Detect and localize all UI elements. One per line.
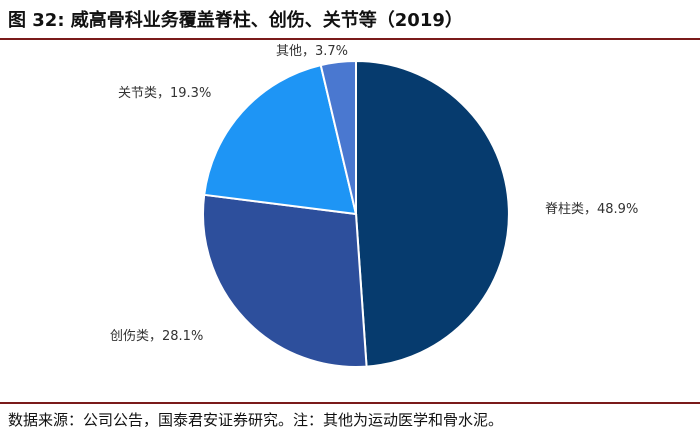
source-divider	[0, 402, 700, 404]
slice-label-2: 创伤类，28.1%	[110, 329, 203, 344]
slice-label-3: 关节类，19.3%	[118, 86, 211, 101]
slice-label-4: 其他，3.7%	[276, 44, 348, 59]
pie-slice-3	[203, 63, 358, 216]
pie-slice-4	[319, 59, 357, 215]
source-note: 数据来源：公司公告，国泰君安证券研究。注：其他为运动医学和骨水泥。	[8, 411, 504, 429]
pie-slice-1	[355, 59, 510, 368]
slice-label-1: 脊柱类，48.9%	[545, 202, 638, 217]
chart-title: 图 32: 威高骨科业务覆盖脊柱、创伤、关节等（2019）	[8, 10, 463, 31]
pie-slice-2	[202, 193, 368, 368]
title-divider	[0, 38, 700, 40]
